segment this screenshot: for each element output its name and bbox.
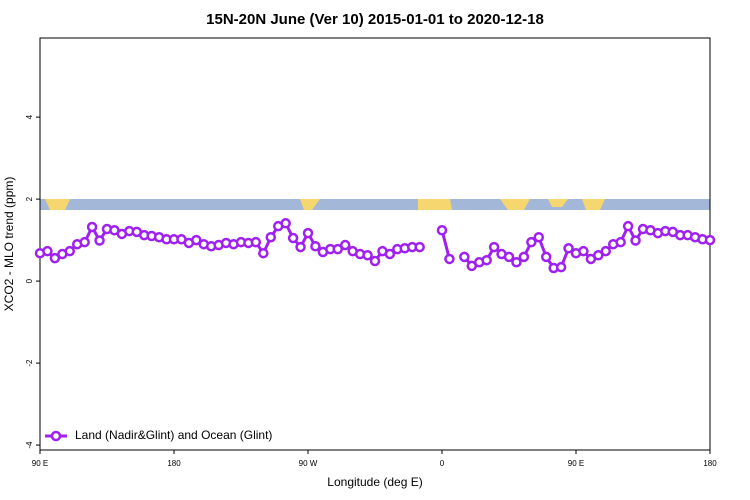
- point: [369, 255, 381, 267]
- point: [295, 241, 306, 253]
- point: [302, 227, 314, 239]
- point: [593, 250, 604, 261]
- x-tick-label: 90 W: [299, 459, 318, 468]
- point: [250, 236, 262, 248]
- x-axis-label: Longitude (deg E): [327, 475, 422, 489]
- point: [481, 254, 492, 266]
- y-tick-label: 0: [25, 278, 34, 283]
- x-tick-label: 90 E: [568, 459, 584, 468]
- x-tick-label: 180: [703, 459, 717, 468]
- point: [258, 247, 269, 259]
- point: [622, 220, 634, 232]
- x-tick-label: 0: [440, 459, 445, 468]
- point: [280, 218, 291, 229]
- point: [578, 245, 589, 257]
- x-tick-label: 90 E: [32, 459, 48, 468]
- point: [600, 245, 612, 257]
- x-tick-label: 180: [167, 459, 181, 468]
- point: [511, 256, 522, 268]
- y-tick-label: 2: [25, 196, 34, 201]
- point: [310, 241, 321, 252]
- point: [533, 231, 545, 243]
- point: [339, 239, 351, 251]
- chart-title: 15N-20N June (Ver 10) 2015-01-01 to 2020…: [206, 11, 544, 28]
- point: [384, 248, 396, 260]
- point: [94, 235, 105, 246]
- point: [42, 245, 53, 257]
- point: [563, 243, 574, 254]
- point: [287, 232, 299, 244]
- point: [436, 225, 448, 236]
- point: [332, 243, 344, 255]
- point: [503, 251, 515, 263]
- map-strip: [40, 199, 710, 210]
- point: [555, 261, 567, 273]
- point: [540, 251, 552, 263]
- point: [86, 221, 98, 233]
- point: [191, 234, 202, 246]
- point: [444, 253, 455, 265]
- point: [630, 235, 641, 246]
- point: [526, 236, 537, 248]
- y-tick-label: 4: [25, 114, 34, 119]
- point: [518, 251, 530, 263]
- point: [488, 241, 500, 253]
- point: [459, 251, 470, 263]
- y-axis-label: XCO2 - MLO trend (ppm): [2, 177, 16, 312]
- point: [79, 236, 90, 248]
- legend-label: Land (Nadir&Glint) and Ocean (Glint): [75, 428, 272, 442]
- point: [49, 252, 61, 264]
- point: [362, 250, 373, 261]
- y-tick-label: -4: [25, 441, 34, 449]
- point: [704, 234, 716, 246]
- y-tick-label: -2: [25, 359, 34, 367]
- point: [64, 245, 76, 257]
- legend-marker: [50, 430, 62, 442]
- point: [265, 231, 277, 243]
- point: [615, 236, 626, 248]
- point: [414, 241, 425, 253]
